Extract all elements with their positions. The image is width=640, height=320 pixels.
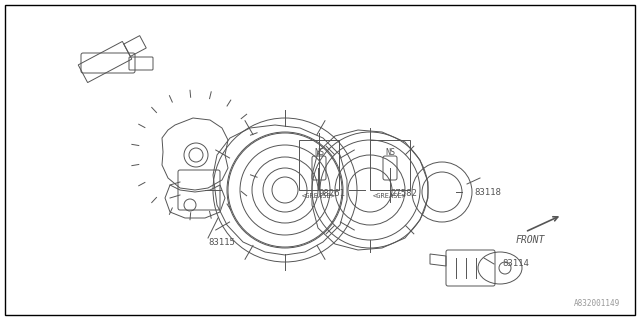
Text: 83115: 83115 xyxy=(208,237,235,246)
Text: 83114: 83114 xyxy=(502,260,529,268)
Text: 83118: 83118 xyxy=(474,188,501,196)
Text: 27582: 27582 xyxy=(390,188,417,197)
Text: NS: NS xyxy=(314,148,324,156)
Text: A832001149: A832001149 xyxy=(573,299,620,308)
Text: FRONT: FRONT xyxy=(515,235,545,245)
Text: 98261: 98261 xyxy=(318,188,345,197)
Text: NS: NS xyxy=(385,148,395,156)
Bar xyxy=(299,140,339,190)
Text: <GREASE>: <GREASE> xyxy=(373,193,407,199)
Bar xyxy=(370,140,410,190)
Text: <GREASE>: <GREASE> xyxy=(302,193,336,199)
